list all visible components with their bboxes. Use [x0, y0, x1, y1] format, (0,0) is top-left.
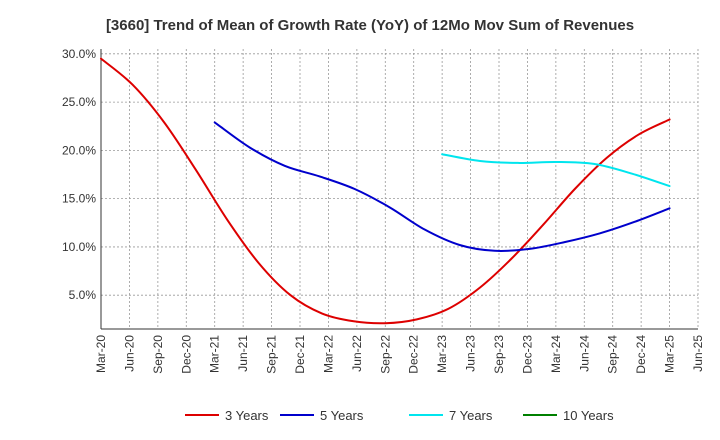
- x-tick-label: Jun-25: [691, 335, 705, 372]
- x-tick-label: Jun-21: [236, 335, 250, 372]
- y-tick-label: 20.0%: [62, 143, 96, 157]
- x-tick-label: Mar-23: [435, 335, 449, 373]
- chart-title: [3660] Trend of Mean of Growth Rate (YoY…: [106, 17, 634, 34]
- y-tick-label: 30.0%: [62, 47, 96, 61]
- x-tick-label: Sep-24: [606, 335, 620, 374]
- x-tick-label: Sep-20: [151, 335, 165, 374]
- x-tick-label: Dec-24: [634, 335, 648, 374]
- x-tick-label: Jun-24: [577, 335, 591, 372]
- legend-label-10-years: 10 Years: [563, 408, 614, 423]
- y-tick-label: 5.0%: [69, 288, 97, 302]
- x-tick-label: Dec-20: [179, 335, 193, 374]
- y-tick-label: 25.0%: [62, 95, 96, 109]
- x-tick-label: Mar-21: [208, 335, 222, 373]
- series-line-5-years: [213, 121, 671, 252]
- plot-area: 5.0% 10.0% 15.0% 20.0% 25.0% 30.0% Mar-20 Jun-2…: [62, 47, 705, 374]
- y-tick-label: 15.0%: [62, 192, 96, 206]
- legend: 3 Years 5 Years 7 Years 10 Years: [185, 408, 614, 423]
- x-tick-label: Dec-22: [407, 335, 421, 374]
- x-tick-label: Mar-22: [321, 335, 335, 373]
- x-tick-label: Dec-23: [520, 335, 534, 374]
- x-tick-label: Mar-25: [663, 335, 677, 373]
- legend-label-7-years: 7 Years: [449, 408, 493, 423]
- x-tick-label: Jun-20: [122, 335, 136, 372]
- plot-background: [101, 49, 698, 329]
- x-tick-label: Jun-22: [350, 335, 364, 372]
- x-tick-label: Mar-20: [94, 335, 108, 373]
- legend-label-5-years: 5 Years: [320, 408, 364, 423]
- x-tick-label: Sep-21: [265, 335, 279, 374]
- x-tick-label: Mar-24: [549, 335, 563, 373]
- series-line-3-years: [100, 57, 671, 325]
- y-tick-label: 10.0%: [62, 240, 96, 254]
- x-tick-label: Sep-22: [378, 335, 392, 374]
- x-tick-label: Sep-23: [492, 335, 506, 374]
- series-line-7-years: [441, 153, 671, 188]
- legend-label-3-years: 3 Years: [225, 408, 269, 423]
- x-tick-label: Dec-21: [293, 335, 307, 374]
- x-tick-label: Jun-23: [464, 335, 478, 372]
